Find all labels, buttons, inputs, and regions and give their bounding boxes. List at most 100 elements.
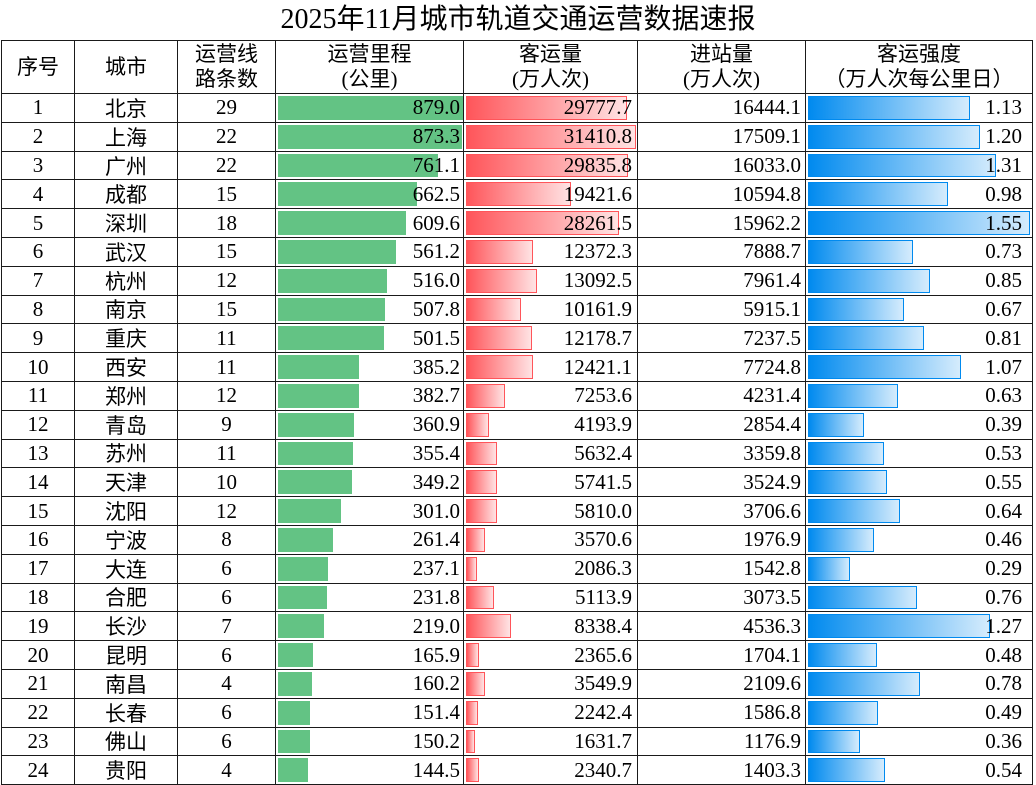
cell-entries: 7724.8 bbox=[638, 353, 806, 382]
header-intensity-line-2: （万人次每公里日） bbox=[824, 67, 1014, 91]
index-value: 20 bbox=[27, 642, 49, 667]
passengers-bar bbox=[466, 556, 478, 581]
passengers-value: 28261.5 bbox=[563, 210, 632, 235]
lines-value: 6 bbox=[221, 584, 232, 609]
index-value: 19 bbox=[27, 613, 49, 638]
intensity-value: 0.76 bbox=[985, 584, 1022, 609]
table-row: 19 长沙 7 219.0 8338.4 4536.3 1.27 bbox=[1, 612, 1033, 642]
cell-index: 21 bbox=[1, 669, 75, 699]
header-intensity-line-1: 客运强度 bbox=[877, 42, 961, 66]
intensity-bar bbox=[808, 326, 924, 351]
cell-lines: 12 bbox=[178, 497, 276, 526]
intensity-value: 0.39 bbox=[985, 412, 1022, 437]
lines-value: 15 bbox=[216, 181, 237, 206]
table-body: 1 北京 29 879.0 29777.7 16444.1 1.13 2 上海 22 873.3 31… bbox=[1, 94, 1033, 785]
mileage-bar bbox=[278, 527, 333, 552]
cell-intensity: 0.48 bbox=[806, 641, 1033, 670]
intensity-bar bbox=[808, 153, 996, 178]
cell-entries: 1403.3 bbox=[638, 756, 806, 785]
intensity-value: 1.27 bbox=[985, 613, 1022, 638]
cell-lines: 11 bbox=[178, 439, 276, 469]
cell-entries: 1976.9 bbox=[638, 525, 806, 555]
entries-value: 4536.3 bbox=[743, 613, 801, 638]
cell-city: 天津 bbox=[75, 468, 178, 498]
entries-value: 1403.3 bbox=[743, 757, 801, 782]
cell-intensity: 0.98 bbox=[806, 180, 1033, 210]
passengers-value: 12178.7 bbox=[563, 325, 632, 350]
mileage-value: 160.2 bbox=[412, 671, 460, 696]
cell-mileage: 231.8 bbox=[276, 583, 464, 613]
intensity-bar bbox=[808, 643, 877, 667]
city-value: 杭州 bbox=[105, 269, 147, 294]
passengers-bar bbox=[466, 383, 506, 408]
cell-index: 20 bbox=[1, 641, 75, 670]
cell-index: 17 bbox=[1, 554, 75, 584]
entries-value: 4231.4 bbox=[743, 383, 801, 408]
lines-value: 15 bbox=[216, 296, 237, 321]
cell-index: 1 bbox=[1, 94, 75, 123]
mileage-bar bbox=[278, 671, 312, 696]
entries-value: 17509.1 bbox=[732, 124, 801, 149]
cell-intensity: 0.36 bbox=[806, 727, 1033, 757]
lines-value: 18 bbox=[216, 210, 237, 235]
cell-index: 8 bbox=[1, 295, 75, 325]
cell-mileage: 382.7 bbox=[276, 381, 464, 411]
cell-passengers: 2340.7 bbox=[464, 756, 638, 785]
entries-value: 3706.6 bbox=[743, 498, 801, 523]
cell-entries: 7961.4 bbox=[638, 266, 806, 296]
cell-index: 2 bbox=[1, 122, 75, 152]
cell-intensity: 0.55 bbox=[806, 468, 1033, 498]
intensity-value: 0.64 bbox=[985, 498, 1022, 523]
cell-mileage: 662.5 bbox=[276, 180, 464, 210]
cell-intensity: 0.49 bbox=[806, 698, 1033, 728]
passengers-bar bbox=[466, 412, 489, 437]
index-value: 1 bbox=[32, 95, 44, 120]
intensity-bar bbox=[808, 412, 864, 437]
entries-value: 1976.9 bbox=[743, 527, 801, 552]
city-value: 天津 bbox=[105, 471, 147, 496]
intensity-value: 0.46 bbox=[985, 527, 1022, 552]
header-city: 城市 bbox=[75, 40, 178, 94]
cell-passengers: 1631.7 bbox=[464, 727, 638, 757]
index-value: 21 bbox=[27, 671, 49, 696]
entries-value: 16444.1 bbox=[732, 95, 801, 120]
intensity-value: 0.63 bbox=[985, 383, 1022, 408]
mileage-value: 609.6 bbox=[412, 210, 460, 235]
cell-lines: 7 bbox=[178, 612, 276, 642]
cell-intensity: 1.07 bbox=[806, 353, 1033, 382]
passengers-bar bbox=[466, 239, 533, 264]
entries-value: 10594.8 bbox=[732, 181, 801, 206]
cell-mileage: 165.9 bbox=[276, 641, 464, 670]
passengers-bar bbox=[466, 124, 636, 149]
passengers-bar bbox=[466, 729, 475, 754]
cell-passengers: 19421.6 bbox=[464, 180, 638, 210]
mileage-bar bbox=[278, 383, 359, 408]
entries-value: 2109.6 bbox=[743, 671, 801, 696]
passengers-value: 4193.9 bbox=[574, 412, 632, 437]
cell-lines: 4 bbox=[178, 669, 276, 699]
cell-city: 广州 bbox=[75, 151, 178, 181]
intensity-bar bbox=[808, 614, 990, 639]
table-row: 2 上海 22 873.3 31410.8 17509.1 1.20 bbox=[1, 122, 1033, 152]
cell-city: 北京 bbox=[75, 94, 178, 123]
passengers-bar bbox=[466, 355, 534, 379]
intensity-bar bbox=[808, 383, 899, 408]
index-value: 17 bbox=[27, 556, 49, 581]
mileage-value: 382.7 bbox=[412, 383, 460, 408]
entries-value: 1176.9 bbox=[744, 728, 801, 753]
mileage-bar bbox=[278, 700, 310, 725]
cell-lines: 9 bbox=[178, 410, 276, 440]
passengers-value: 10161.9 bbox=[563, 296, 632, 321]
intensity-value: 1.13 bbox=[985, 95, 1022, 120]
index-value: 18 bbox=[27, 584, 49, 609]
mileage-bar bbox=[278, 124, 462, 149]
header-intensity: 客运强度 （万人次每公里日） bbox=[806, 40, 1033, 94]
intensity-bar bbox=[808, 470, 887, 495]
cell-lines: 8 bbox=[178, 525, 276, 555]
cell-intensity: 1.27 bbox=[806, 612, 1033, 642]
cell-city: 长春 bbox=[75, 698, 178, 728]
cell-mileage: 561.2 bbox=[276, 237, 464, 267]
cell-city: 青岛 bbox=[75, 410, 178, 440]
cell-passengers: 12421.1 bbox=[464, 353, 638, 382]
cell-mileage: 516.0 bbox=[276, 266, 464, 296]
